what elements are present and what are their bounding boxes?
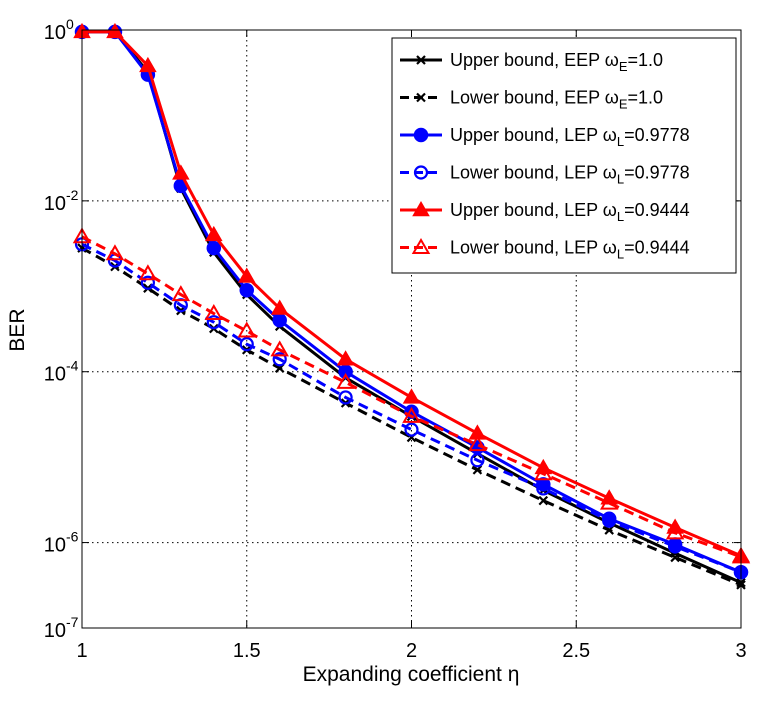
data-point [604, 525, 614, 535]
data-point [665, 523, 685, 540]
data-point [206, 315, 221, 330]
data-point [237, 267, 256, 283]
legend-label: Upper bound, LEP ωL=0.9444 [450, 200, 690, 224]
data-point [338, 390, 353, 405]
data-point [538, 495, 549, 506]
legend-item: Upper bound, LEP ωL=0.9444 [400, 200, 690, 224]
legend-item: Lower bound, LEP ωL=0.9778 [400, 163, 690, 187]
series-line [82, 30, 742, 574]
data-point [402, 406, 421, 423]
y-tick-label: 10 -2 [44, 187, 79, 215]
data-point [106, 22, 124, 39]
y-tick-base: 10 [44, 193, 66, 215]
ticks: 1 1.5 2 2.5 310 010 -210 -410 -610 -7 [44, 16, 747, 662]
legend-box [391, 37, 737, 274]
data-point [534, 464, 553, 481]
data-point [602, 513, 617, 528]
data-point [204, 304, 224, 321]
data-point [402, 388, 421, 404]
data-point [171, 285, 191, 302]
x-axis-label: Expanding coefficient η [303, 663, 520, 686]
legend-marker [416, 55, 426, 65]
data-point [667, 539, 683, 554]
y-tick-exponent: -7 [66, 614, 79, 630]
legend-marker [411, 237, 431, 254]
legend-marker [412, 200, 430, 217]
legend-label: Upper bound, LEP ωL=0.9778 [450, 125, 690, 149]
data-point [336, 350, 355, 366]
series-layer [72, 22, 751, 590]
legend-item: Lower bound, LEP ωL=0.9444 [400, 238, 690, 262]
y-tick-exponent: -2 [66, 187, 79, 203]
data-point [172, 164, 190, 180]
legend-item: Upper bound, LEP ωL=0.9778 [400, 125, 690, 149]
y-tick-base: 10 [44, 364, 66, 386]
legend-marker [413, 165, 429, 180]
data-point [670, 552, 680, 563]
y-tick-label: 10 0 [44, 16, 74, 44]
legend-item: Upper bound, EEP ωE=1.0 [400, 50, 663, 74]
x-tick-label: 2 [406, 640, 417, 662]
y-axis-label: BER [6, 308, 29, 351]
data-point [140, 275, 155, 290]
data-point [206, 240, 222, 256]
data-point [470, 453, 485, 468]
y-tick-label: 10 -6 [44, 529, 79, 557]
data-point [272, 352, 287, 367]
x-tick-label: 1.5 [233, 640, 261, 662]
data-point [472, 465, 483, 475]
y-tick-base: 10 [44, 22, 66, 44]
data-point [599, 493, 619, 510]
y-tick-base: 10 [44, 620, 66, 642]
y-tick-label: 10 -4 [44, 358, 79, 386]
data-point [404, 422, 419, 437]
data-point [536, 481, 551, 496]
data-point [336, 372, 355, 389]
data-point [138, 264, 158, 281]
y-tick-exponent: -4 [66, 358, 79, 374]
legend-label: Lower bound, LEP ωL=0.9778 [450, 163, 690, 187]
y-tick-exponent: 0 [66, 16, 74, 32]
y-tick-exponent: -6 [66, 529, 79, 545]
y-tick-base: 10 [44, 535, 66, 557]
data-point [239, 337, 254, 352]
series-line [81, 246, 742, 587]
data-point [468, 435, 487, 452]
data-point [239, 282, 254, 298]
legend-item: Lower bound, EEP ωE=1.0 [400, 88, 663, 112]
data-point [105, 244, 125, 261]
legend-marker [413, 127, 429, 143]
y-tick-label: 10 -7 [44, 614, 79, 642]
legend: Upper bound, EEP ωE=1.0 Lower bound, EEP … [391, 37, 737, 274]
data-point [139, 56, 157, 73]
legend-marker [416, 92, 426, 103]
legend-label: Lower bound, LEP ωL=0.9444 [450, 238, 690, 262]
x-tick-label: 1 [76, 640, 87, 662]
series-line [82, 30, 742, 558]
data-point [270, 340, 289, 357]
legend-label: Upper bound, EEP ωE=1.0 [450, 50, 663, 74]
data-point [205, 225, 223, 242]
data-point [237, 321, 256, 338]
x-tick-label: 2.5 [562, 640, 590, 662]
legend-label: Lower bound, EEP ωE=1.0 [450, 88, 663, 112]
data-point [272, 313, 287, 328]
x-tick-label: 3 [735, 640, 746, 662]
data-point [270, 299, 289, 315]
